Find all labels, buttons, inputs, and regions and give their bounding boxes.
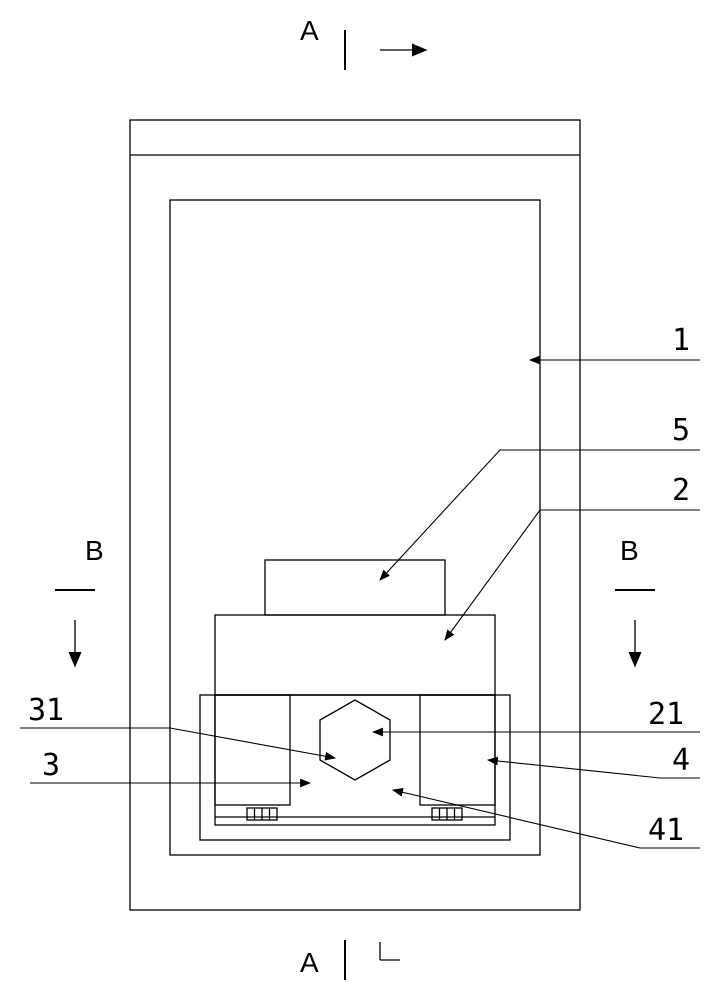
svg-text:B: B xyxy=(620,535,639,566)
svg-text:B: B xyxy=(85,535,104,566)
callout-21: 21 xyxy=(648,697,684,732)
technical-drawing: A A B B 1 5 2 21 4 41 31 3 xyxy=(0,0,726,1000)
diagram-container: A A B B 1 5 2 21 4 41 31 3 xyxy=(0,0,726,1000)
callout-41: 41 xyxy=(648,813,684,848)
callout-2: 2 xyxy=(672,473,690,508)
callout-31: 31 xyxy=(28,693,64,728)
callout-4: 4 xyxy=(672,743,690,778)
svg-text:A: A xyxy=(300,15,319,46)
svg-text:A: A xyxy=(300,947,319,978)
callout-3: 3 xyxy=(42,748,60,783)
callout-5: 5 xyxy=(672,413,690,448)
callout-1: 1 xyxy=(672,323,690,358)
